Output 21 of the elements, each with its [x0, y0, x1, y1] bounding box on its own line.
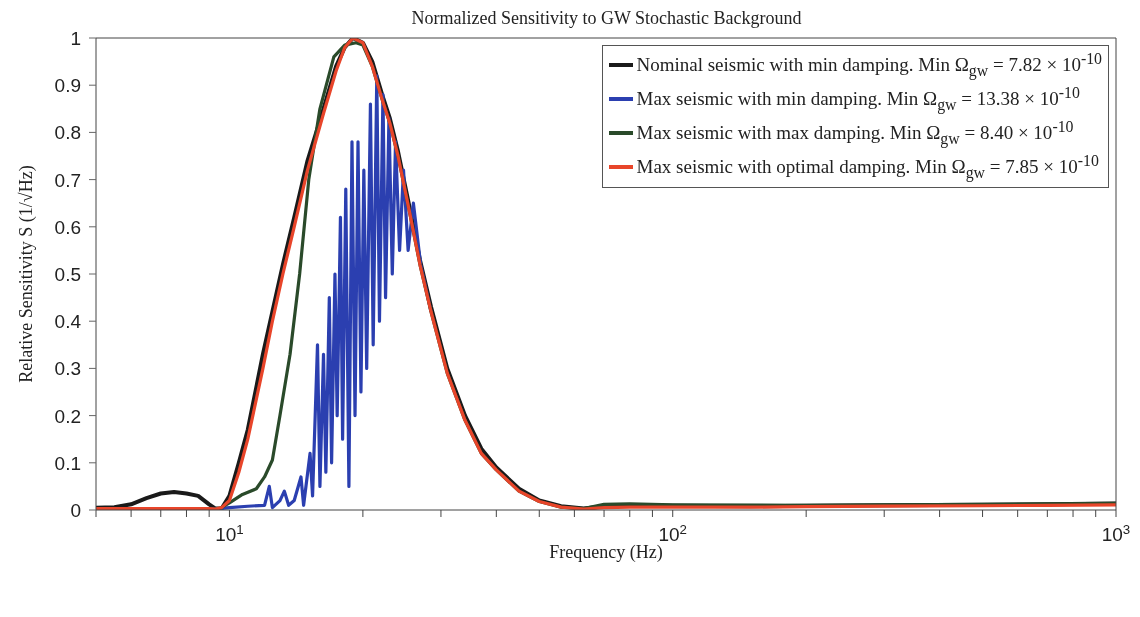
y-tick-label: 1	[70, 28, 81, 49]
legend-label: Nominal seismic with min damping. Min Ω$_{gw}$ = 7.82 × 10$^{-10}$	[636, 49, 1102, 82]
x-axis-title: Frequency (Hz)	[549, 542, 663, 563]
x-tick-label: 10$^{1}$	[215, 521, 244, 545]
y-tick-label: 0.2	[54, 405, 81, 427]
y-tick-label: 0.9	[54, 75, 81, 97]
y-tick-label: 0.4	[54, 311, 82, 333]
chart-title: Normalized Sensitivity to GW Stochastic Background	[410, 8, 803, 29]
y-tick-label: 0.7	[54, 169, 81, 191]
legend-label: Max seismic with max damping. Min Ω$_{gw}$ = 8.40 × 10$^{-10}$	[636, 117, 1074, 150]
x-tick-label: 10$^{2}$	[658, 521, 687, 545]
y-tick-label: 0.5	[54, 264, 81, 285]
y-tick-label: 0.6	[54, 216, 81, 238]
legend-label: Max seismic with optimal damping. Min Ω$_{gw}$ = 7.85 × 10$^{-10}$	[636, 151, 1099, 184]
y-axis-title: Relative Sensitivity S (1/√Hz)	[16, 165, 38, 383]
y-tick-label: 0.8	[54, 122, 81, 144]
y-tick-label: 0.1	[54, 452, 81, 474]
legend-label: Max seismic with min damping. Min Ω$_{gw}$ = 13.38 × 10$^{-10}$	[636, 83, 1080, 116]
y-tick-label: 0.3	[54, 358, 81, 380]
x-tick-label: 10$^{3}$	[1101, 521, 1131, 545]
y-tick-label: 0	[70, 500, 81, 521]
